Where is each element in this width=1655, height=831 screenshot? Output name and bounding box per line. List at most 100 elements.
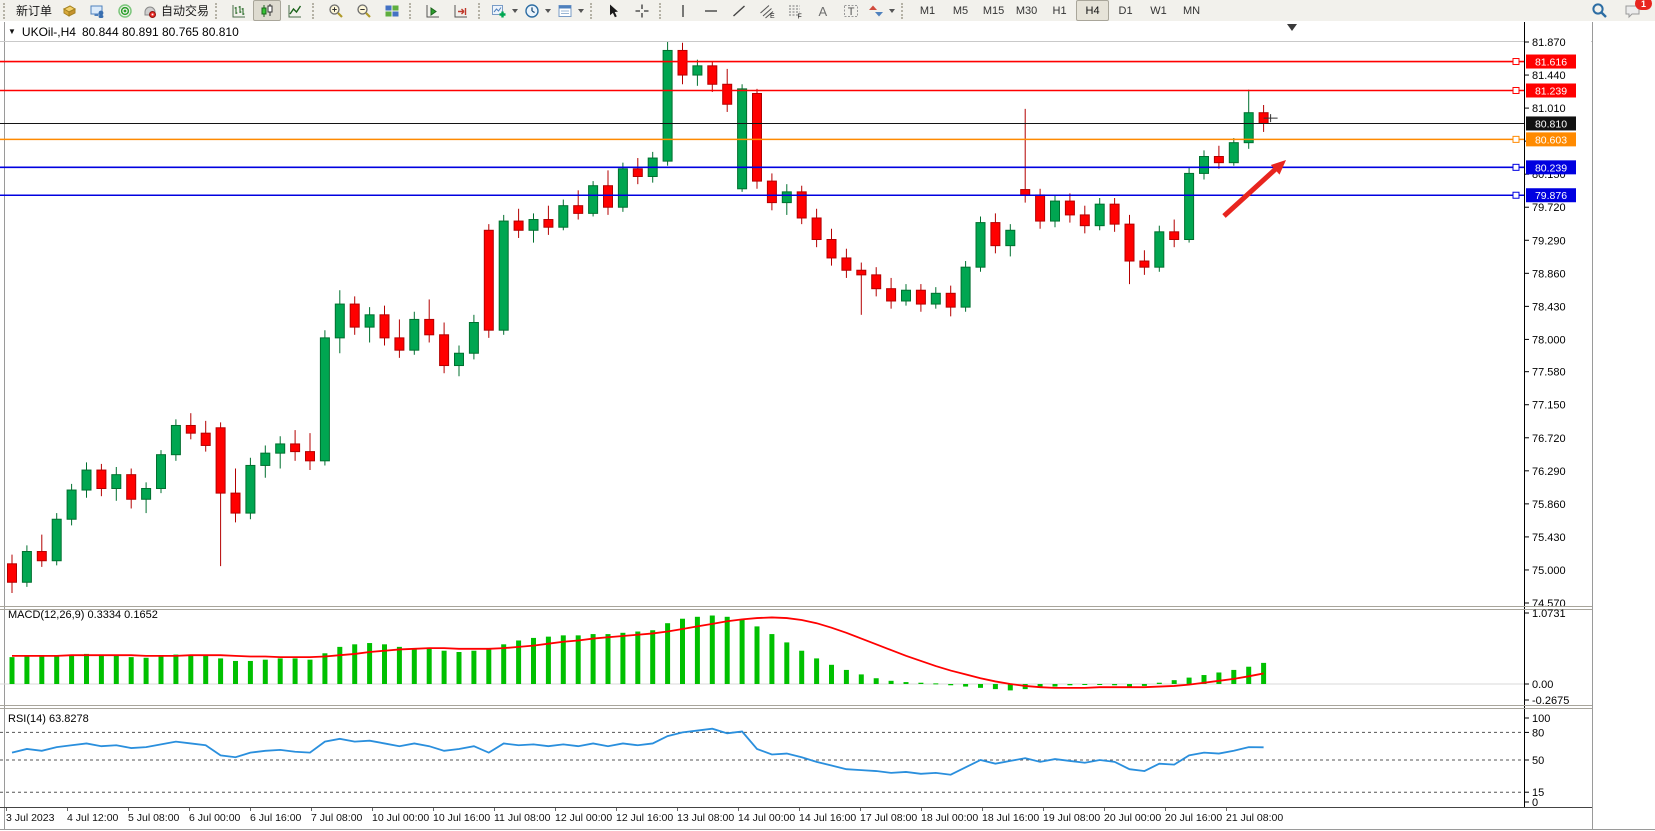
data-window-button[interactable] [83,0,111,21]
equidistant-channel-button[interactable]: E [753,0,781,21]
macd-histogram-bar [9,657,15,684]
candle-body [245,464,256,514]
market-watch-button[interactable] [55,0,83,21]
candle-body [1228,142,1239,164]
candlestick-chart-button[interactable] [253,0,282,21]
fibonacci-button[interactable]: F [781,0,809,21]
toolbar-grip[interactable] [3,2,10,19]
toolbar-grip[interactable] [312,2,319,19]
candle-body [1064,200,1075,216]
toolbar-grip[interactable] [215,2,222,19]
trend-line-button[interactable] [725,0,753,21]
resistance-line-1-handle[interactable] [1512,58,1520,66]
signals-button[interactable] [111,0,139,21]
toolbar-grip[interactable] [478,2,485,19]
toolbar-grip[interactable] [901,2,908,19]
timeframe-mn-button[interactable]: MN [1182,4,1201,17]
period-button[interactable] [521,0,554,21]
candle-body [319,337,330,462]
resistance-line-2-handle[interactable] [1512,86,1520,94]
chart-area[interactable]: 81.87081.44081.01080.58080.15079.72079.2… [0,21,1655,831]
auto-scroll-button[interactable] [447,0,475,21]
macd-histogram-bar [218,658,224,684]
timeframe-m5-button[interactable]: M5 [952,4,969,17]
line-chart-button[interactable] [281,0,309,21]
timeframe-m1-button[interactable]: M1 [919,4,936,17]
macd-histogram-bar [98,655,104,684]
macd-histogram-bar [262,659,268,684]
macd-histogram-bar [486,648,492,684]
timeframe-h4-button[interactable]: H4 [1076,0,1110,21]
add-indicator-button[interactable] [488,0,521,21]
zoom-in-button[interactable] [322,0,350,21]
price-tick-label: 78.860 [1532,268,1566,280]
candle-body [975,222,986,268]
chart-shift-button[interactable] [419,0,447,21]
macd-histogram-bar [456,652,462,684]
cursor-button[interactable] [600,0,628,21]
candle-body [930,292,941,305]
notifications-button[interactable]: 1 [1619,0,1652,21]
macd-histogram-bar [843,669,849,684]
support-line-2-handle[interactable] [1512,191,1520,199]
chart-shift-icon [425,3,441,19]
macd-histogram-bar [829,664,834,684]
rsi-tick-label: 0 [1532,797,1538,809]
horizontal-line-button[interactable] [697,0,725,21]
toolbar-grip[interactable] [590,2,597,19]
timeframe-w1-button[interactable]: W1 [1150,4,1167,17]
arrow-annotation-shaft[interactable] [1222,163,1282,218]
zoom-out-button[interactable] [350,0,378,21]
autotrading-button[interactable]: 自动交易 [139,0,212,21]
timeframe-m30-button[interactable]: M30 [1015,4,1038,17]
vertical-line-button[interactable] [669,0,697,21]
text-button[interactable]: A [809,0,837,21]
candle-body [752,92,762,182]
macd-histogram-bar [709,615,715,684]
template-icon [557,3,573,19]
search-button[interactable] [1585,0,1613,21]
price-tick-label: 81.010 [1532,103,1566,115]
candle-body [51,518,62,562]
macd-histogram-bar [873,678,879,684]
time-tick-label: 11 Jul 08:00 [494,812,551,824]
candle-body [468,322,479,354]
candle-body [141,487,152,500]
macd-histogram-bar [575,635,581,684]
tile-windows-button[interactable] [378,0,406,21]
candle-body [96,469,107,489]
candle-body [498,220,509,331]
oneclick-trading-collapse-icon[interactable]: ▼ [8,27,16,36]
toolbar-grip[interactable] [659,2,666,19]
timeframe-m15-button[interactable]: M15 [982,4,1005,17]
macd-histogram-bar [754,626,760,684]
horizontal-line-icon [703,3,719,19]
last-price-marker [1263,114,1278,123]
candle-body [886,288,897,302]
new-order-button[interactable]: 新订单 [13,0,55,21]
arrow-annotation-head[interactable] [1270,160,1286,175]
time-tick-label: 18 Jul 16:00 [982,812,1039,824]
signal-icon [117,3,133,19]
timeframe-d1-button[interactable]: D1 [1118,4,1133,17]
candle-body [528,219,539,231]
svg-text:F: F [798,13,802,19]
macd-histogram-bar [605,634,611,684]
macd-histogram-bar [24,655,30,684]
templates-button[interactable] [554,0,587,21]
bar-chart-button[interactable] [225,0,253,21]
rsi-tick-label: 15 [1532,787,1544,799]
candle-body [170,424,181,456]
arrows-button[interactable] [865,0,898,21]
price-tick-label: 79.720 [1532,202,1566,214]
pivot-line-badge [1526,132,1576,147]
toolbar-grip[interactable] [409,2,416,19]
macd-histogram-bar [1156,682,1162,684]
timeframe-h1-button[interactable]: H1 [1052,4,1067,17]
support-line-1-handle[interactable] [1512,163,1520,171]
text-label-button[interactable]: T [837,0,865,21]
crosshair-button[interactable] [628,0,656,21]
pivot-line-handle[interactable] [1512,135,1520,143]
macd-histogram-bar [799,650,805,684]
